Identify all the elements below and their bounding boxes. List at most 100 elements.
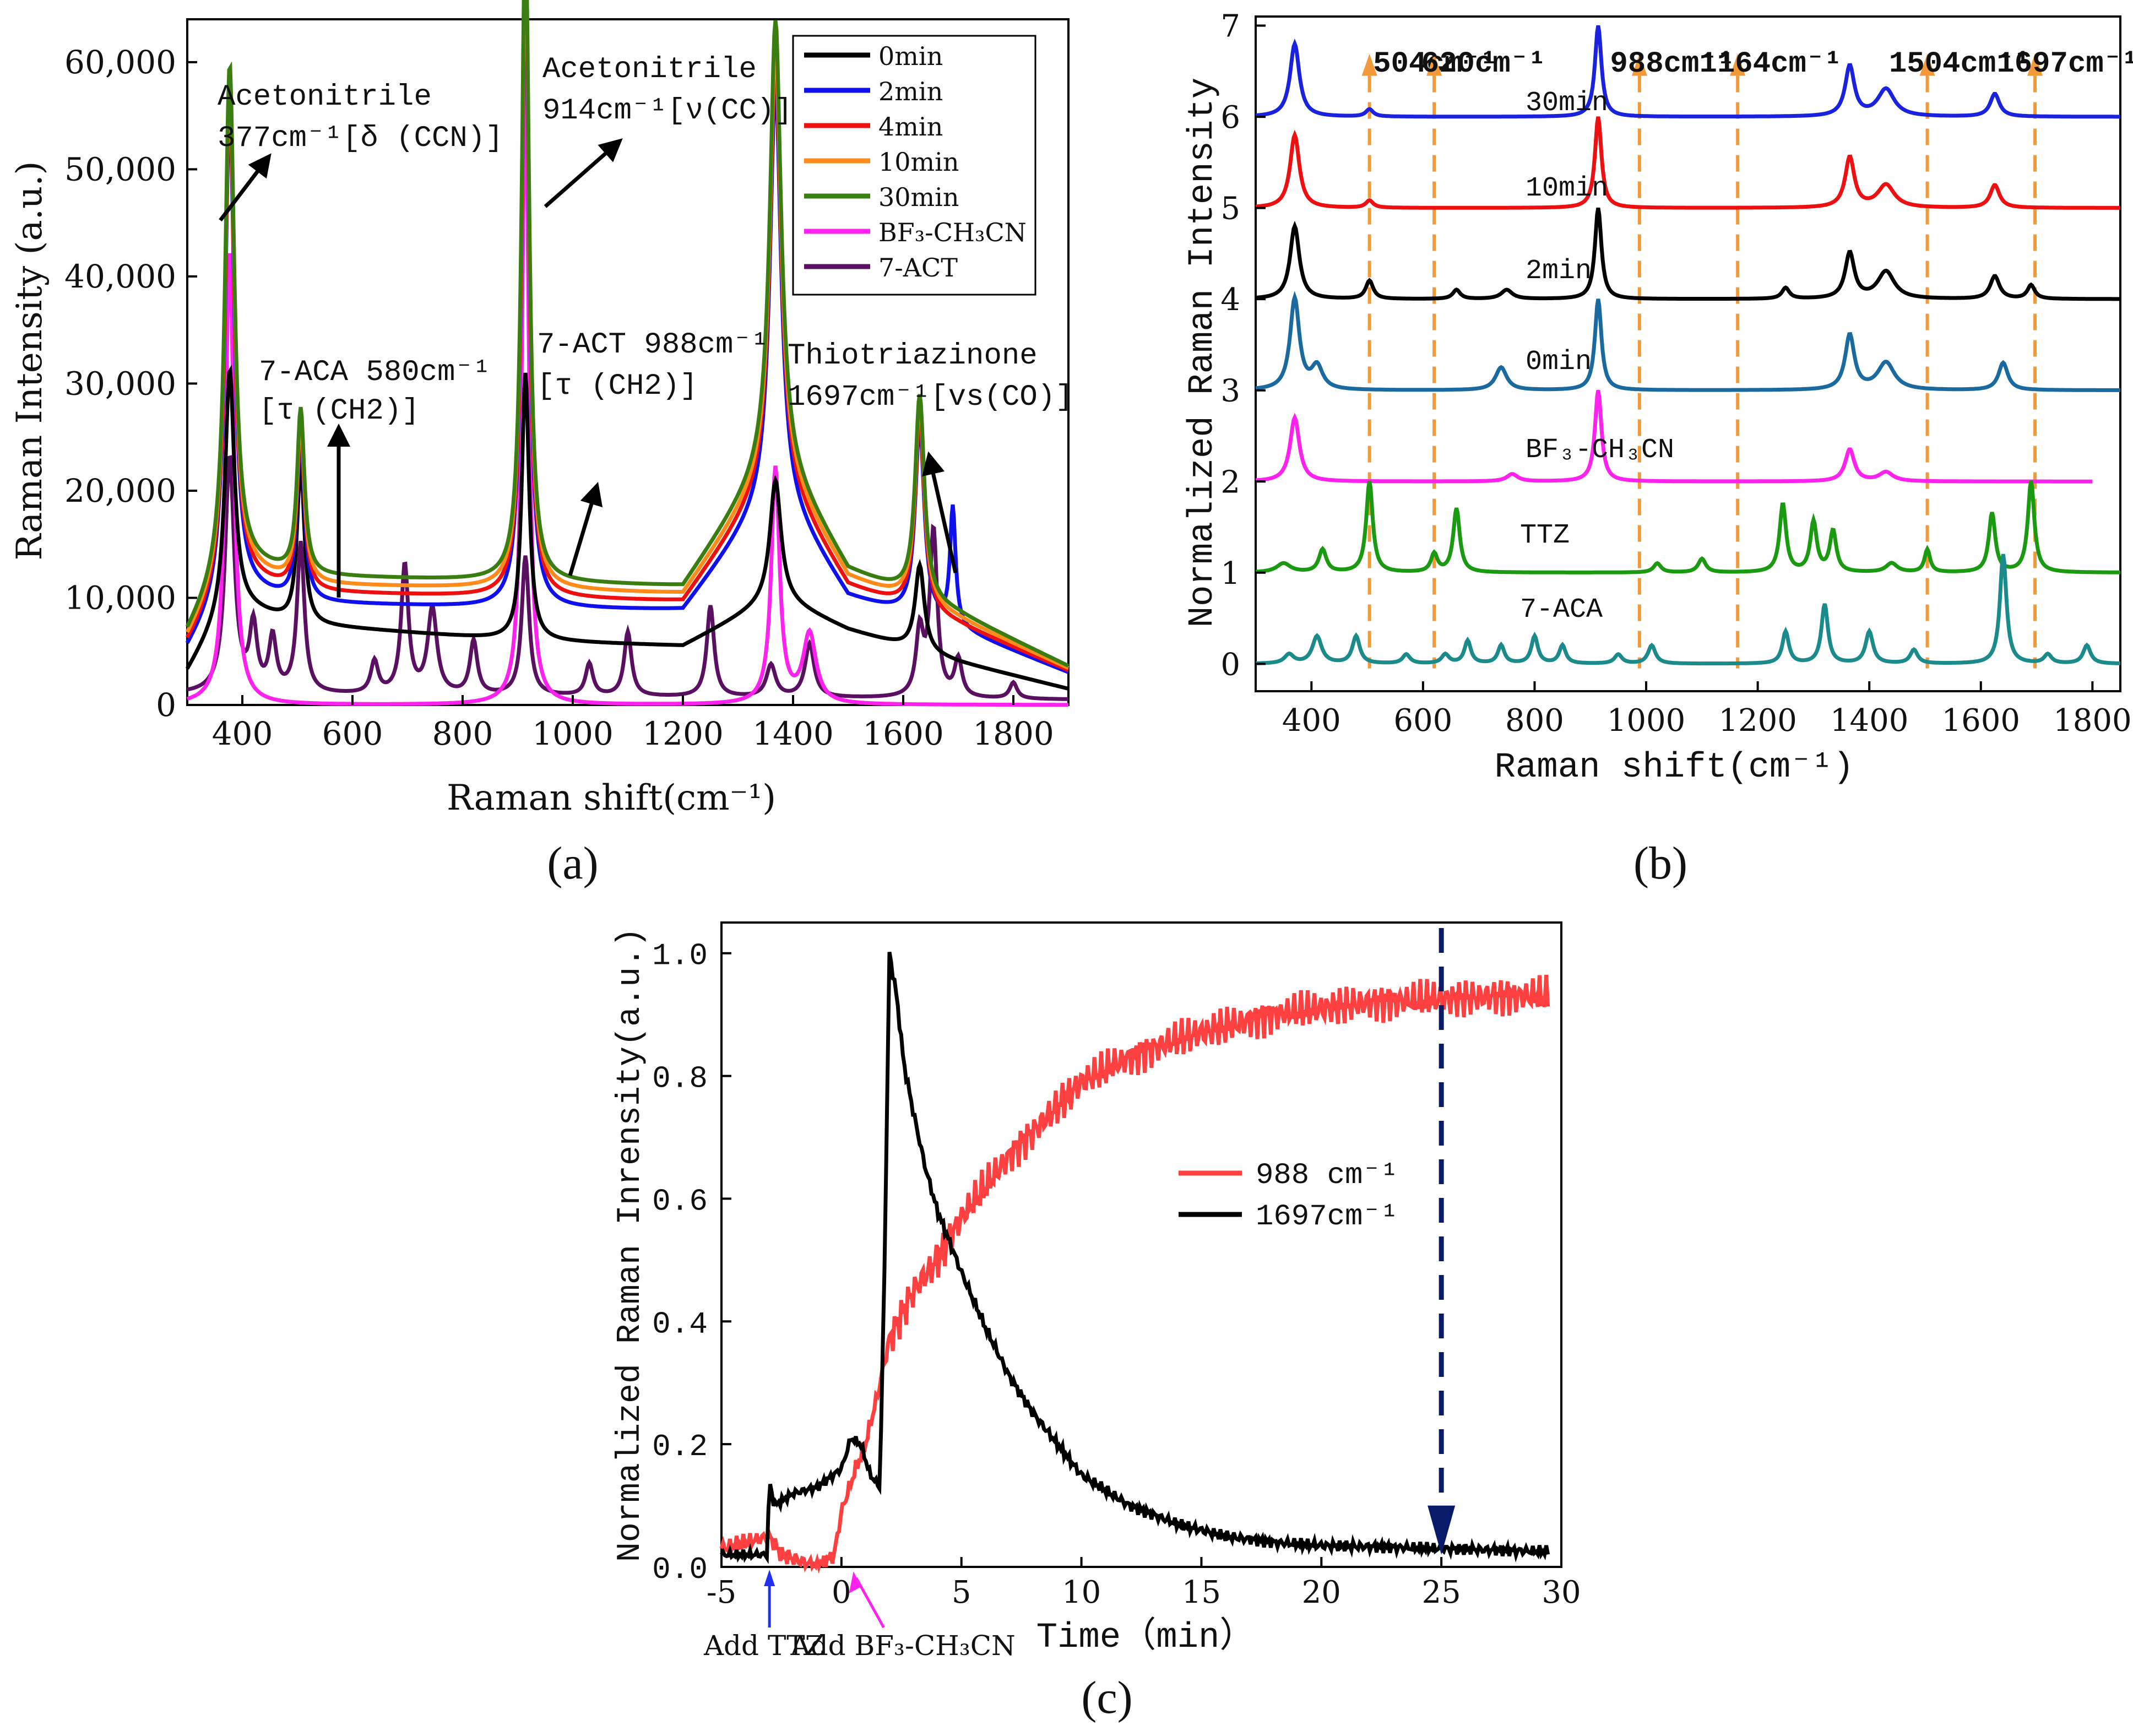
panel-b-series-30min <box>1255 25 2120 119</box>
panel-a-legend: 0min 2min 4min 10min 30min BF₃-CH₃CN 7-ACT <box>792 35 1036 296</box>
panel-c-vline-arrowhead <box>1428 1505 1456 1555</box>
panel-a-x-tick-label: 1800 <box>973 715 1054 752</box>
panel-c-plot-frame <box>720 921 1562 1568</box>
panel-b-x-tick-label: 1400 <box>1830 703 1909 739</box>
panel-b-series-label: TTZ <box>1520 520 1570 551</box>
panel-a-x-axis-label: Raman shift(cm⁻¹) <box>447 778 776 818</box>
panel-b-y-tick-label: 1 <box>1220 556 1240 592</box>
panel-a-x-tick-label: 1200 <box>642 715 724 752</box>
panel-a-annotations: Acetonitrile 377cm⁻¹[δ (CCN)] Acetonitri… <box>218 53 1073 598</box>
panel-b-marker-arrowhead <box>2027 53 2043 76</box>
annotation-acetonitrile-914-line2: 914cm⁻¹[ν(CC)] <box>542 94 793 128</box>
panel-a-legend-label: 2min <box>878 77 943 106</box>
panel-a-legend-label: 10min <box>878 147 959 177</box>
annotation-arrow-988 <box>568 481 603 577</box>
panel-a-legend-label: 30min <box>878 182 959 212</box>
panel-c-y-axis-label: Normalized Raman Inrensity(a.u.) <box>612 927 649 1562</box>
panel-b-marker-lines: 504cm⁻¹620cm⁻¹988cm⁻¹1164cm⁻¹1504cm⁻¹169… <box>1361 47 2133 669</box>
panel-c-x-axis-label: Time（min） <box>1036 1616 1255 1658</box>
panel-a-y-tick-label: 50,000 <box>64 150 176 188</box>
panel-c-x-tick-label: 30 <box>1542 1575 1581 1610</box>
panel-c-x-tick-label: 10 <box>1062 1575 1101 1610</box>
panel-a-legend-label: 4min <box>878 112 943 142</box>
panel-a-series-7ACT <box>187 455 1069 701</box>
panel-c-series <box>719 952 1550 1574</box>
panel-b-series-0min <box>1255 291 2120 392</box>
panel-a-series-0min <box>185 365 1069 691</box>
annotation-acetonitrile-914-line1: Acetonitrile <box>542 53 757 86</box>
panel-b-marker-label: 1504cm⁻¹ <box>1889 47 2032 81</box>
panel-b-marker-label: 988cm⁻¹ <box>1610 47 1735 81</box>
panel-b-marker-arrowhead <box>1730 53 1746 76</box>
panel-b-marker-arrowhead <box>1426 53 1442 76</box>
panel-c-x-tick-label: 20 <box>1302 1575 1341 1610</box>
panel-b-x-tick-label: 600 <box>1393 703 1452 739</box>
panel-a-y-tick-label: 0 <box>156 686 176 724</box>
panel-a-x-tick-label: 1400 <box>752 715 834 752</box>
panel-c-arrow-label: Add TTZ <box>703 1630 824 1662</box>
panel-b-series: 30min 10min 2min 0min BF₃-CH₃CN TTZ 7-ACA <box>1255 25 2120 666</box>
panel-a-x-tick-label: 600 <box>322 715 383 752</box>
panel-b-y-ticks: 0 1 2 3 4 5 6 7 <box>1220 9 1266 682</box>
annotation-acetonitrile-377-line1: Acetonitrile <box>218 80 432 114</box>
panel-a-series <box>185 0 1070 707</box>
annotation-7aca-580-line1: 7-ACA 580cm⁻¹ <box>259 356 491 389</box>
panel-c-arrowhead-add-bf3 <box>849 1571 861 1593</box>
panel-c-y-tick-label: 0.0 <box>652 1552 708 1587</box>
panel-b-y-tick-label: 7 <box>1220 9 1240 45</box>
panel-a-x-tick-label: 400 <box>212 715 273 752</box>
panel-a-y-tick-label: 10,000 <box>64 579 176 616</box>
annotation-7act-988-line2: [τ (CH2)] <box>537 370 698 403</box>
panel-c-x-tick-label: 25 <box>1422 1575 1461 1610</box>
panel-c-series-988 <box>719 974 1550 1574</box>
panel-b-y-tick-label: 4 <box>1220 282 1240 318</box>
panel-b-x-ticks: 400 600 800 1000 1200 1400 1600 1800 <box>1282 681 2132 739</box>
panel-c-y-tick-label: 0.8 <box>652 1061 708 1097</box>
panel-b-x-axis-label: Raman shift(cm⁻¹) <box>1494 748 1854 788</box>
panel-c: -5 0 5 10 15 20 25 30 0.0 0.2 0.4 0.6 0.8 1.0 Add TT… <box>612 921 1581 1723</box>
panel-b-y-tick-label: 3 <box>1220 373 1240 409</box>
annotation-thiotriazinone-line1: Thiotriazinone <box>788 339 1038 373</box>
panel-b-series-2min <box>1255 207 2120 301</box>
panel-b-x-tick-label: 1200 <box>1718 703 1797 739</box>
panel-b-marker-arrowhead <box>1919 53 1935 76</box>
panel-b-series-label: 30min <box>1526 88 1608 119</box>
panel-b-y-axis-label: Normalized Raman Intensity <box>1183 78 1223 628</box>
panel-b-series-label: 0min <box>1526 346 1592 378</box>
panel-b-y-tick-label: 6 <box>1220 100 1240 135</box>
panel-b-x-tick-label: 400 <box>1282 703 1341 739</box>
panel-a-x-tick-label: 1000 <box>532 715 614 752</box>
panel-b-y-tick-label: 2 <box>1220 464 1240 500</box>
panel-c-arrowhead-add-ttz <box>764 1570 775 1586</box>
panel-c-y-tick-label: 0.2 <box>652 1429 708 1464</box>
panel-b-plot-frame <box>1255 15 2121 692</box>
panel-c-legend-label: 1697cm⁻¹ <box>1256 1200 1398 1234</box>
panel-b-series-label: 2min <box>1526 256 1592 287</box>
annotation-acetonitrile-377-line2: 377cm⁻¹[δ (CCN)] <box>218 122 503 155</box>
panel-b-series-BFCHCN <box>1255 390 2093 484</box>
panel-c-x-tick-label: 15 <box>1182 1575 1221 1610</box>
panel-a-x-tick-label: 1600 <box>862 715 944 752</box>
annotation-arrow-377 <box>219 153 272 222</box>
panel-a-y-tick-label: 30,000 <box>64 365 176 402</box>
annotation-arrow-914 <box>544 138 623 208</box>
panel-c-label: (c) <box>1081 1672 1132 1723</box>
panel-c-y-tick-label: 1.0 <box>652 938 708 974</box>
panel-a-legend-label: 0min <box>878 41 943 71</box>
panel-b-series-label: BF₃-CH₃CN <box>1526 435 1674 466</box>
panel-b-marker-arrowhead <box>1361 53 1377 76</box>
panel-b-series-TTZ <box>1255 480 2120 574</box>
panel-c-reference-line <box>1428 928 1456 1555</box>
panel-b-marker-label: 620cm⁻¹ <box>1421 47 1546 81</box>
panel-b-series-7ACA <box>1255 554 2120 666</box>
panel-b-y-tick-label: 5 <box>1220 191 1240 227</box>
panel-c-y-tick-label: 0.6 <box>652 1184 708 1219</box>
panel-c-legend-label: 988 cm⁻¹ <box>1256 1159 1398 1192</box>
panel-c-x-tick-label: -5 <box>707 1575 737 1610</box>
panel-b-marker-label: 1164cm⁻¹ <box>1699 47 1842 81</box>
panel-a-y-ticks: 0 10,000 20,000 30,000 40,000 50,000 60,000 <box>64 44 197 724</box>
panel-b-x-tick-label: 1600 <box>1942 703 2021 739</box>
annotation-7aca-580-line2: [τ (CH2)] <box>259 394 420 428</box>
